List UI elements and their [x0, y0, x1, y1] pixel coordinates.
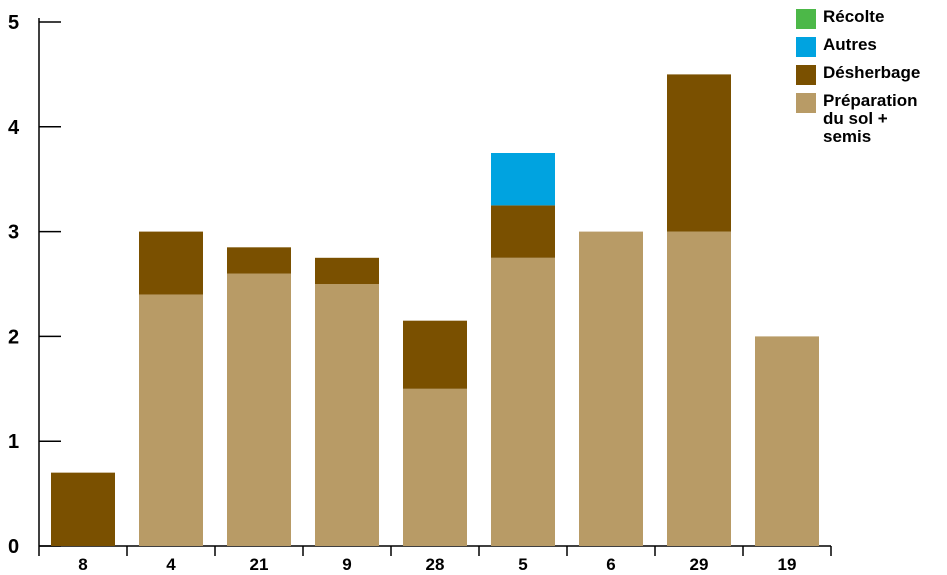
x-tick-label: 6: [606, 555, 615, 574]
legend-swatch: [796, 93, 816, 113]
legend-item: Autres: [796, 36, 946, 57]
legend-item: Récolte: [796, 8, 946, 29]
x-tick-label: 5: [518, 555, 527, 574]
bar-segment: [51, 472, 115, 546]
legend-label: Récolte: [823, 7, 885, 26]
y-axis: 0 1 2 3 4 5: [8, 12, 61, 558]
x-tick-label: 28: [426, 555, 445, 574]
bar-segment: [491, 205, 555, 258]
bar-segment: [491, 153, 555, 206]
bar-segment: [227, 273, 291, 546]
bar-segment: [755, 336, 819, 546]
bar-segment: [667, 74, 731, 232]
bar-segment: [667, 231, 731, 546]
x-tick-label: 9: [342, 555, 351, 574]
legend-item: Désherbage: [796, 64, 946, 85]
y-tick-label: 3: [8, 222, 19, 244]
x-tick-label: 21: [250, 555, 269, 574]
y-tick-label: 2: [8, 326, 19, 348]
legend-swatch: [796, 37, 816, 57]
x-axis: 8 4 21 9 28 5 6 29 19: [38, 545, 832, 574]
bar-segment: [403, 320, 467, 389]
legend-label: Autres: [823, 35, 877, 54]
x-tick-label: 19: [778, 555, 797, 574]
bars: [51, 74, 819, 546]
x-tick-label: 8: [78, 555, 87, 574]
bar-segment: [403, 388, 467, 546]
legend-label: Désherbage: [823, 63, 921, 82]
legend: Récolte Autres Désherbage Préparation du so…: [796, 8, 946, 153]
legend-swatch: [796, 9, 816, 29]
y-tick-label: 1: [8, 431, 19, 453]
y-tick-label: 0: [8, 536, 19, 558]
bar-segment: [139, 294, 203, 546]
x-tick-label: 29: [690, 555, 709, 574]
legend-swatch: [796, 65, 816, 85]
bar-segment: [139, 231, 203, 295]
legend-label: Préparation du sol + semis: [823, 91, 918, 146]
bar-segment: [491, 257, 555, 546]
bar-segment: [579, 231, 643, 546]
bar-segment: [315, 284, 379, 546]
y-tick-label: 5: [8, 12, 19, 34]
x-tick-label: 4: [166, 555, 176, 574]
legend-item: Préparation du sol + semis: [796, 92, 946, 146]
bar-segment: [227, 247, 291, 274]
y-tick-label: 4: [8, 117, 20, 139]
bar-segment: [315, 257, 379, 284]
